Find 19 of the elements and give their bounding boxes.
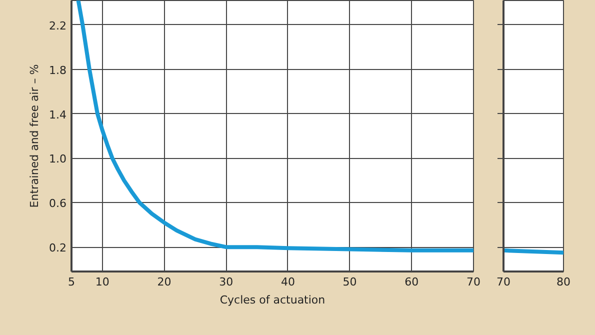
y-axis-title: Entrained and free air – %	[28, 64, 42, 208]
y-tick-label: 1.0	[49, 152, 67, 166]
x-tick-label: 80	[556, 276, 570, 288]
y-tick-label: 0.2	[49, 242, 67, 255]
x-tick-label: 30	[219, 276, 234, 288]
x-tick-label: 70	[496, 276, 510, 288]
x-tick-label: 50	[342, 276, 357, 288]
y-tick-label: 1.4	[49, 108, 67, 122]
x-tick-label: 40	[280, 276, 295, 288]
y-tick-label: 0.6	[49, 197, 67, 210]
x-tick-label: 70	[466, 276, 480, 288]
y-tick-label: 2.2	[49, 19, 67, 32]
x-tick-label: 5	[68, 276, 75, 288]
x-tick-label: 20	[157, 276, 172, 288]
x-tick-label: 10	[95, 276, 110, 288]
y-tick-label: 1.8	[49, 64, 67, 77]
line-series	[76, 0, 474, 252]
x-axis-title: Cycles of actuation	[220, 294, 326, 306]
x-tick-label: 60	[404, 276, 419, 288]
